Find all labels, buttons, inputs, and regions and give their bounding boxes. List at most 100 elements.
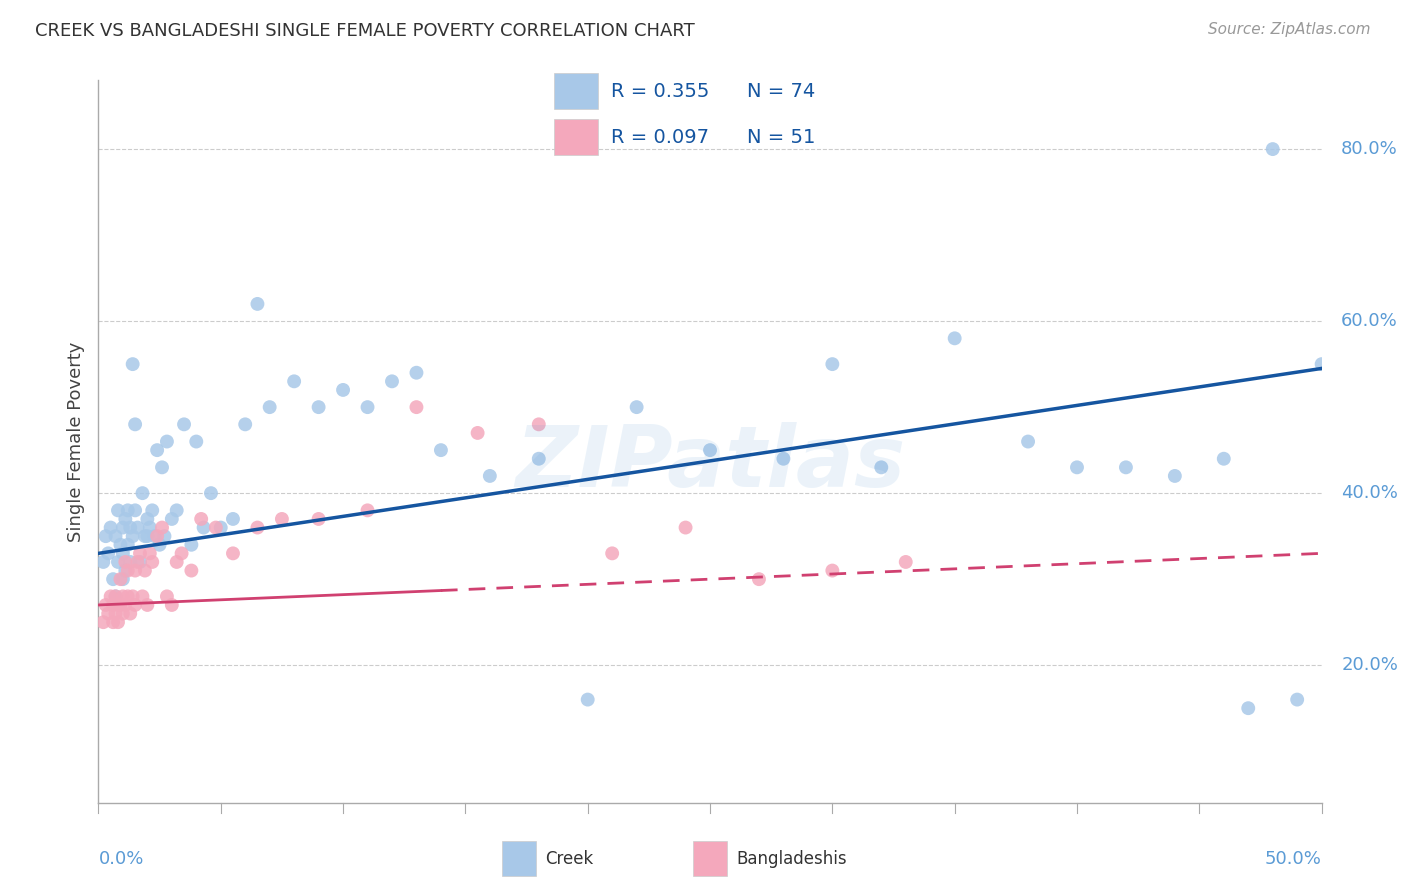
Point [143, 529, 166, 543]
Point [114, 512, 136, 526]
Point [626, 400, 648, 414]
Point [200, 486, 222, 500]
Y-axis label: Single Female Poverty: Single Female Poverty [66, 342, 84, 541]
Point [117, 538, 139, 552]
Bar [554, 73, 599, 109]
Point [120, 555, 142, 569]
Point [381, 375, 404, 389]
Point [1115, 460, 1137, 475]
Text: 40.0%: 40.0% [1341, 484, 1398, 502]
Point [478, 469, 501, 483]
Point [150, 520, 173, 534]
Point [134, 564, 156, 578]
Point [699, 443, 721, 458]
Text: 20.0%: 20.0% [1341, 657, 1398, 674]
Point [600, 546, 623, 560]
Text: 0.0%: 0.0% [98, 850, 143, 868]
Point [156, 590, 179, 604]
Point [129, 546, 152, 560]
Point [101, 598, 124, 612]
Point [870, 460, 893, 475]
Text: 80.0%: 80.0% [1341, 140, 1398, 158]
Text: Bangladeshis: Bangladeshis [737, 849, 846, 868]
Point [120, 520, 142, 534]
Point [114, 555, 136, 569]
Point [1237, 701, 1260, 715]
Point [97, 546, 120, 560]
Point [139, 546, 162, 560]
Point [110, 598, 132, 612]
Point [332, 383, 354, 397]
Point [111, 520, 134, 534]
Point [139, 520, 162, 534]
Point [894, 555, 917, 569]
Point [1017, 434, 1039, 449]
Point [136, 598, 159, 612]
Point [107, 555, 129, 569]
Point [100, 520, 122, 534]
Point [430, 443, 453, 458]
Point [97, 607, 120, 621]
Point [222, 546, 245, 560]
Point [170, 546, 193, 560]
Point [110, 538, 132, 552]
Point [356, 503, 378, 517]
Point [107, 598, 129, 612]
Point [104, 529, 127, 543]
Point [166, 503, 188, 517]
Point [233, 417, 256, 432]
Point [91, 555, 114, 569]
Point [129, 555, 152, 569]
Point [117, 590, 139, 604]
Point [190, 512, 212, 526]
Point [943, 331, 966, 345]
Point [246, 520, 269, 534]
Point [1164, 469, 1187, 483]
Point [94, 529, 117, 543]
Point [153, 529, 176, 543]
Point [308, 400, 330, 414]
Point [356, 400, 378, 414]
Point [772, 451, 794, 466]
Point [308, 512, 330, 526]
Point [101, 572, 124, 586]
Point [101, 615, 124, 630]
Point [675, 520, 697, 534]
Text: N = 74: N = 74 [747, 82, 815, 101]
Point [94, 598, 117, 612]
Point [150, 460, 173, 475]
Point [180, 564, 202, 578]
Point [141, 555, 163, 569]
Point [117, 503, 139, 517]
Point [205, 520, 228, 534]
Point [111, 572, 134, 586]
Point [405, 400, 427, 414]
Point [1286, 692, 1309, 706]
Point [141, 503, 163, 517]
Point [405, 366, 427, 380]
Point [527, 417, 550, 432]
Point [748, 572, 770, 586]
Point [124, 564, 146, 578]
Bar [693, 841, 727, 876]
Point [1261, 142, 1284, 156]
Point [259, 400, 281, 414]
Point [121, 529, 143, 543]
Point [246, 297, 269, 311]
Point [131, 486, 153, 500]
Point [114, 598, 136, 612]
Point [222, 512, 245, 526]
Point [527, 451, 550, 466]
Point [1310, 357, 1333, 371]
Point [136, 529, 159, 543]
Point [821, 357, 844, 371]
Text: R = 0.097: R = 0.097 [612, 128, 709, 147]
Text: N = 51: N = 51 [747, 128, 815, 147]
Point [111, 607, 134, 621]
Point [467, 425, 489, 440]
Point [146, 529, 169, 543]
Point [576, 692, 599, 706]
Point [1212, 451, 1234, 466]
Text: 50.0%: 50.0% [1265, 850, 1322, 868]
Point [131, 590, 153, 604]
